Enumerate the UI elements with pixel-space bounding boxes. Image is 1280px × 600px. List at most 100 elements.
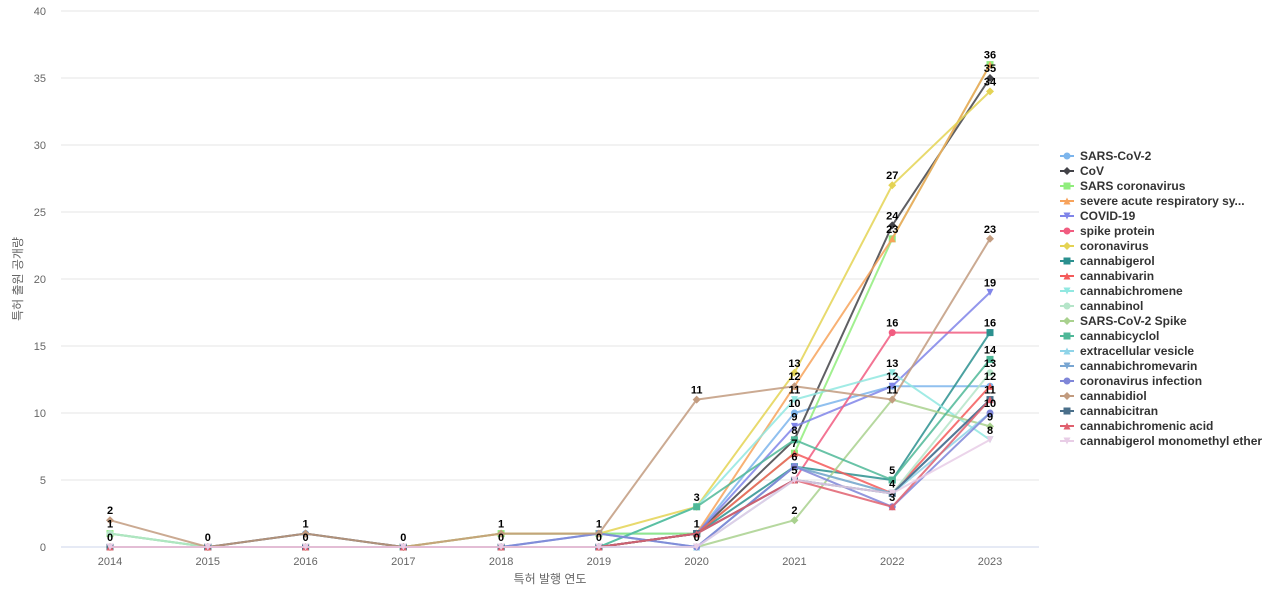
- series-lines: [106, 61, 994, 551]
- data-point: [497, 529, 506, 538]
- data-point: [790, 422, 798, 430]
- x-tick-label: 2018: [489, 556, 513, 568]
- series-line: [109, 398, 991, 548]
- y-tick-label: 15: [34, 341, 46, 353]
- data-label: 9: [791, 411, 797, 423]
- legend-label: CoV: [1080, 164, 1104, 178]
- legend-label: cannabigerol monomethyl ether: [1080, 434, 1262, 448]
- legend-item[interactable]: COVID-19: [1060, 209, 1136, 223]
- data-label: 23: [984, 224, 996, 236]
- data-label: 1: [694, 519, 700, 531]
- legend-marker: [1063, 392, 1071, 400]
- legend-marker: [1063, 362, 1071, 370]
- legend-label: cannabicyclol: [1080, 329, 1159, 343]
- data-point: [302, 543, 310, 551]
- legend-label: SARS-CoV-2 Spike: [1080, 314, 1187, 328]
- data-point: [594, 529, 603, 538]
- legend-label: cannabigerol: [1080, 254, 1155, 268]
- data-label: 34: [984, 76, 997, 88]
- legend-marker: [1063, 227, 1071, 235]
- x-tick-label: 2016: [293, 556, 317, 568]
- series-line: [109, 398, 991, 548]
- data-label: 11: [789, 385, 801, 397]
- legend-item[interactable]: cannabichromenic acid: [1060, 419, 1213, 433]
- y-tick-label: 40: [34, 6, 46, 18]
- data-point: [986, 436, 994, 444]
- legend-label: cannabivarin: [1080, 269, 1154, 283]
- legend-item[interactable]: cannabicitran: [1060, 404, 1158, 418]
- legend-item[interactable]: spike protein: [1060, 224, 1155, 238]
- data-point: [986, 422, 994, 431]
- series-line: [109, 237, 991, 548]
- legend-item[interactable]: cannabichromevarin: [1060, 359, 1197, 373]
- legend-item[interactable]: SARS coronavirus: [1060, 179, 1186, 193]
- data-point: [790, 382, 799, 391]
- series-line: [109, 371, 991, 548]
- data-label: 12: [984, 371, 996, 383]
- legend-marker: [1063, 242, 1071, 250]
- series-group: [106, 234, 994, 551]
- data-label: 7: [791, 438, 797, 450]
- legend-label: cannabichromene: [1080, 284, 1183, 298]
- data-label: 3: [694, 492, 700, 504]
- data-labels: 210 010 0101011310131211109876522724231613…: [107, 50, 997, 544]
- data-label: 0: [694, 532, 700, 544]
- data-label: 19: [984, 277, 996, 289]
- data-point: [888, 329, 896, 337]
- data-label: 35: [984, 63, 996, 75]
- data-point: [986, 288, 994, 296]
- legend-item[interactable]: severe acute respiratory sy...: [1060, 194, 1245, 208]
- data-label: 13: [788, 358, 800, 370]
- data-label: 0: [302, 532, 308, 544]
- data-point: [986, 382, 994, 390]
- data-label: 8: [987, 425, 993, 437]
- legend-label: extracellular vesicle: [1080, 344, 1194, 358]
- legend-marker: [1063, 407, 1071, 415]
- series-group: [106, 369, 994, 551]
- data-label: 4: [889, 478, 896, 490]
- legend-item[interactable]: cannabivarin: [1060, 269, 1154, 283]
- x-tick-label: 2017: [391, 556, 415, 568]
- y-tick-label: 30: [34, 140, 46, 152]
- data-point: [106, 530, 114, 538]
- legend-item[interactable]: coronavirus infection: [1060, 374, 1202, 388]
- series-line: [109, 358, 991, 548]
- legend-item[interactable]: cannabichromene: [1060, 284, 1183, 298]
- data-label: 9: [987, 411, 993, 423]
- legend-item[interactable]: cannabigerol: [1060, 254, 1155, 268]
- series-line: [109, 291, 991, 548]
- legend-item[interactable]: cannabidiol: [1060, 389, 1147, 403]
- data-point: [693, 530, 701, 538]
- x-axis-title: 특허 발행 연도: [514, 571, 587, 586]
- data-label: 13: [984, 358, 996, 370]
- legend-label: severe acute respiratory sy...: [1080, 194, 1245, 208]
- data-point: [790, 516, 799, 525]
- data-point: [790, 476, 798, 484]
- legend-item[interactable]: extracellular vesicle: [1060, 344, 1194, 358]
- legend-item[interactable]: SARS-CoV-2 Spike: [1060, 314, 1187, 328]
- data-point: [399, 543, 407, 551]
- series-group: [106, 396, 994, 551]
- legend-marker: [1063, 347, 1071, 355]
- legend-marker: [1063, 332, 1071, 340]
- y-tick-label: 25: [34, 207, 46, 219]
- y-tick-label: 5: [40, 475, 46, 487]
- data-label: 0: [596, 532, 602, 544]
- series-group: [106, 436, 994, 551]
- legend-item[interactable]: CoV: [1060, 164, 1104, 178]
- legend-item[interactable]: SARS-CoV-2: [1060, 149, 1152, 163]
- data-point: [301, 529, 310, 538]
- legend-label: cannabidiol: [1080, 389, 1147, 403]
- legend-item[interactable]: cannabicyclol: [1060, 329, 1159, 343]
- legend-marker: [1063, 302, 1071, 310]
- legend-marker: [1063, 212, 1071, 220]
- legend-item[interactable]: cannabinol: [1060, 299, 1143, 313]
- data-label: 14: [984, 344, 997, 356]
- data-point: [888, 235, 896, 243]
- data-point: [790, 449, 798, 457]
- data-label: 1: [596, 519, 602, 531]
- legend-item[interactable]: cannabigerol monomethyl ether: [1060, 434, 1262, 448]
- legend-item[interactable]: coronavirus: [1060, 239, 1149, 253]
